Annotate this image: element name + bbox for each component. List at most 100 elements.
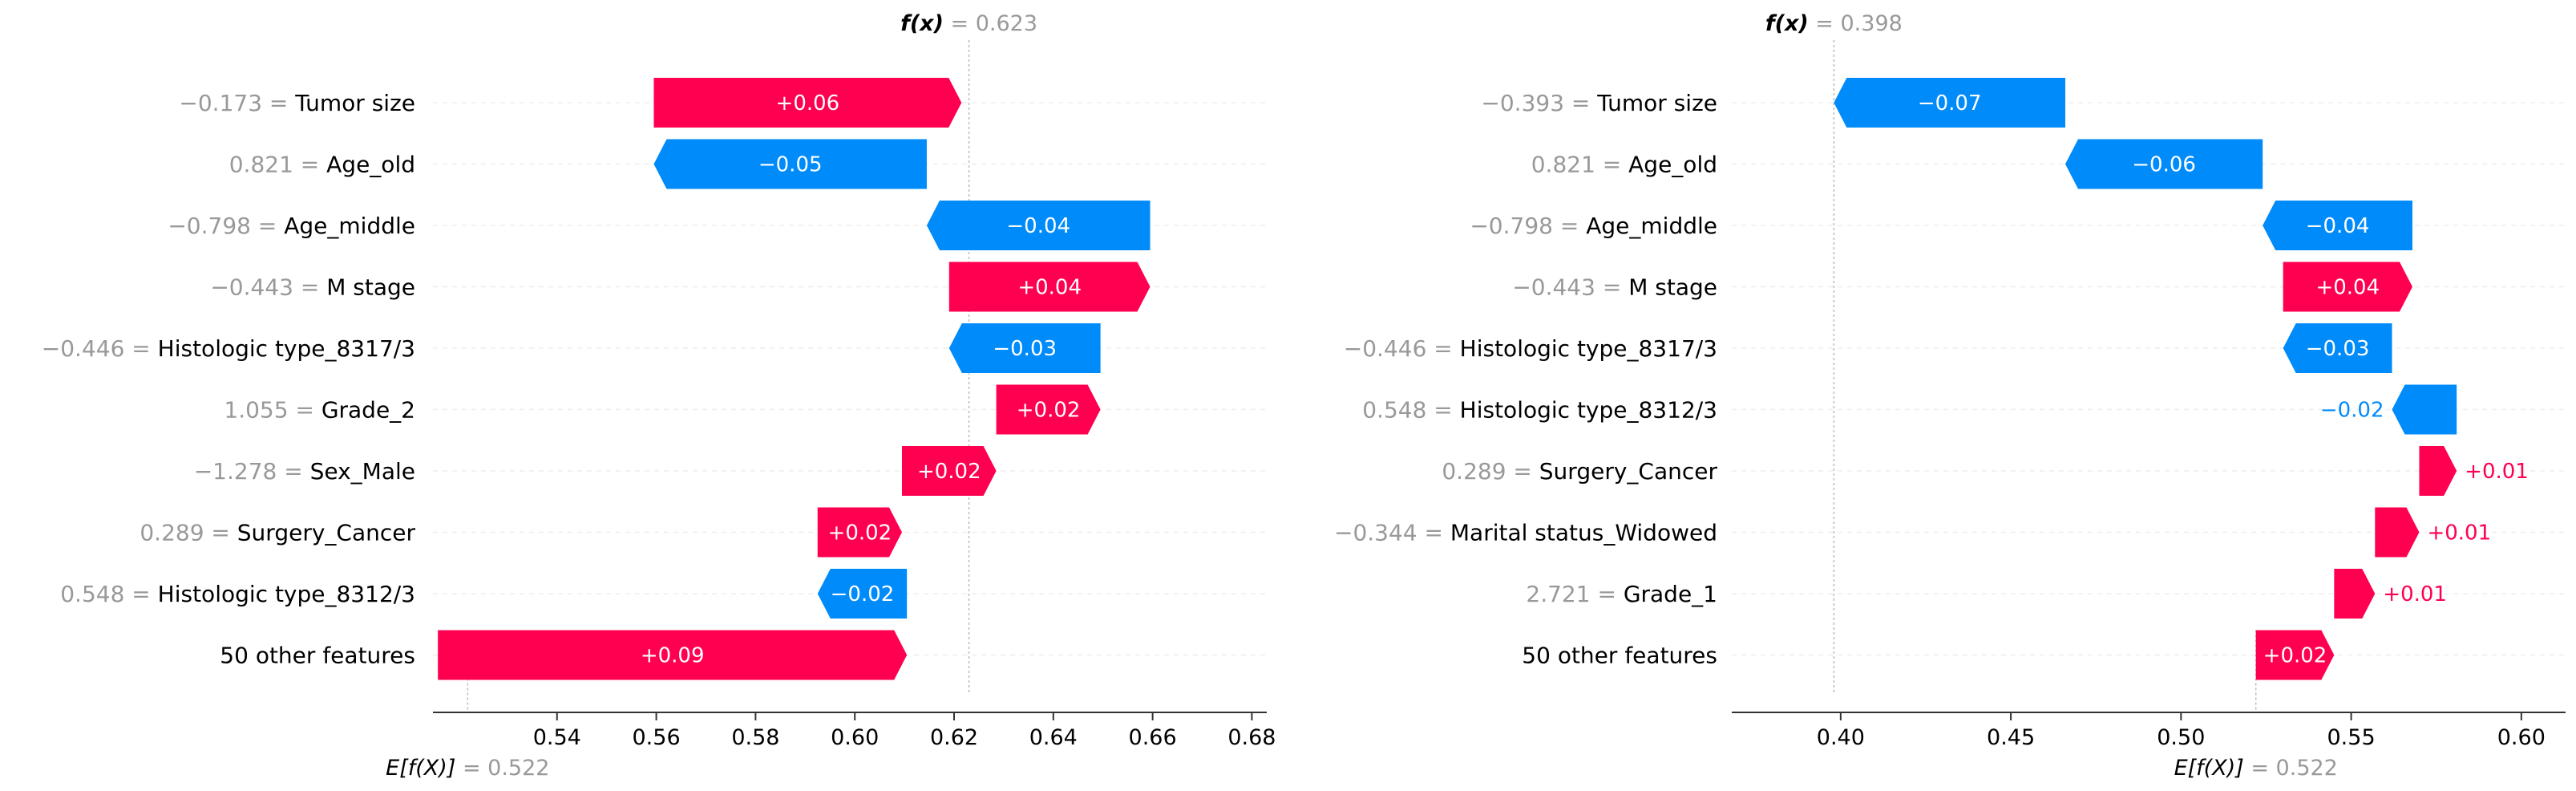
bar-positive [2283, 262, 2412, 312]
feature-name: Age_old [326, 152, 415, 178]
bar-negative [2263, 201, 2412, 250]
feature-value: 0.289 = [1442, 458, 1539, 485]
x-tick-label: 0.60 [831, 725, 879, 750]
bar-value-label: +0.02 [2263, 644, 2327, 668]
bar-value-label: +0.04 [1017, 276, 1082, 300]
feature-label: 50 other features [220, 643, 415, 669]
feature-label: −0.344 = Marital status_Widowed [1334, 520, 1717, 546]
feature-label: 0.821 = Age_old [1531, 152, 1717, 178]
feature-name: Surgery_Cancer [237, 520, 416, 546]
feature-label: −0.393 = Tumor size [1481, 90, 1717, 116]
feature-label: −1.278 = Sex_Male [194, 458, 415, 485]
feature-value: −0.798 = [168, 213, 284, 239]
feature-value: −0.173 = [179, 90, 295, 116]
feature-name: 50 other features [220, 643, 415, 669]
bar-negative [653, 139, 927, 189]
x-tick-label: 0.60 [2497, 725, 2546, 750]
bar-value-label: +0.04 [2315, 276, 2380, 300]
bar-value-label: +0.02 [1017, 399, 1081, 423]
bar-positive [2375, 507, 2420, 558]
feature-value: −0.446 = [1344, 335, 1460, 362]
feature-name: Tumor size [1596, 90, 1717, 116]
feature-label: −0.798 = Age_middle [168, 213, 415, 239]
feature-name: Histologic type_8317/3 [1460, 335, 1717, 362]
bar-value-label: −0.05 [758, 153, 823, 177]
bar-positive [817, 507, 902, 558]
bar-value-label: −0.02 [831, 582, 895, 606]
bar-positive [2419, 446, 2457, 496]
feature-label: 0.548 = Histologic type_8312/3 [60, 581, 415, 607]
base-value-label: E[f(X)] = 0.522 [386, 756, 549, 781]
x-tick-label: 0.62 [930, 725, 978, 750]
bar-value-label: −0.03 [2306, 337, 2370, 361]
feature-value: 2.721 = [1526, 581, 1623, 607]
feature-label: −0.443 = M stage [1512, 274, 1717, 301]
feature-name: Histologic type_8312/3 [1460, 397, 1717, 424]
feature-name: M stage [326, 274, 415, 301]
feature-label: 50 other features [1522, 643, 1717, 669]
feature-label: 0.821 = Age_old [229, 152, 415, 178]
bar-negative [1834, 78, 2065, 128]
base-value-label: E[f(X)] = 0.522 [2174, 756, 2338, 781]
feature-value: −0.344 = [1334, 520, 1450, 546]
fx-value: = 0.398 [1809, 11, 1903, 36]
feature-label: −0.173 = Tumor size [179, 90, 415, 116]
bar-negative [948, 323, 1101, 373]
feature-label: −0.443 = M stage [210, 274, 415, 301]
feature-name: Histologic type_8317/3 [158, 335, 415, 362]
feature-name: Marital status_Widowed [1450, 520, 1717, 546]
feature-name: Age_middle [1586, 213, 1717, 239]
waterfall-chart-1: f(x) = 0.623 +0.06 −0.173 = Tumor size −0.0… [42, 11, 1276, 781]
bar-value-label: −0.06 [2132, 153, 2196, 177]
bar-value-label: −0.07 [1918, 91, 1982, 116]
feature-name: Tumor size [294, 90, 415, 116]
feature-label: 0.289 = Surgery_Cancer [140, 520, 415, 546]
bar-negative [2065, 139, 2263, 189]
bar-value-label: +0.02 [917, 460, 981, 484]
feature-label: −0.446 = Histologic type_8317/3 [1344, 335, 1717, 362]
feature-name: Age_middle [284, 213, 415, 239]
bar-positive [996, 384, 1101, 435]
feature-value: 0.821 = [1531, 152, 1628, 178]
bar-value-label: −0.03 [993, 337, 1057, 361]
x-tick-label: 0.45 [1987, 725, 2035, 750]
x-tick-label: 0.50 [2157, 725, 2205, 750]
feature-name: Age_old [1628, 152, 1717, 178]
feature-label: 2.721 = Grade_1 [1526, 581, 1717, 607]
feature-name: Histologic type_8312/3 [158, 581, 415, 607]
fx-value: = 0.623 [944, 11, 1037, 36]
x-tick-label: 0.64 [1029, 725, 1078, 750]
fx-symbol: f(x) [900, 11, 944, 36]
feature-value: 0.821 = [229, 152, 326, 178]
feature-name: Surgery_Cancer [1539, 458, 1718, 485]
x-tick-label: 0.40 [1817, 725, 1865, 750]
base-value-number: = 0.522 [2244, 756, 2338, 781]
bar-positive [902, 446, 997, 496]
fx-label: f(x) = 0.398 [1765, 11, 1903, 36]
x-tick-label: 0.66 [1129, 725, 1177, 750]
base-value-symbol: E[f(X)] [386, 756, 455, 781]
feature-name: 50 other features [1522, 643, 1717, 669]
feature-value: −0.443 = [1512, 274, 1628, 301]
bar-value-label: −0.04 [1006, 214, 1070, 238]
feature-label: −0.446 = Histologic type_8317/3 [42, 335, 415, 362]
bar-positive [948, 262, 1151, 312]
feature-value: −1.278 = [194, 458, 310, 485]
feature-value: −0.798 = [1470, 213, 1586, 239]
feature-value: 0.548 = [1362, 397, 1459, 424]
bar-positive [2334, 569, 2376, 619]
feature-label: 1.055 = Grade_2 [224, 397, 415, 424]
x-tick-label: 0.55 [2327, 725, 2376, 750]
waterfall-chart-2: f(x) = 0.398 −0.07 −0.393 = Tumor size −0.0… [1334, 11, 2566, 781]
x-tick-label: 0.54 [533, 725, 581, 750]
bar-negative [817, 569, 908, 619]
feature-name: Grade_2 [321, 397, 415, 424]
bar-positive [438, 630, 908, 680]
bar-value-label: +0.01 [2427, 521, 2491, 546]
feature-name: Sex_Male [310, 458, 415, 485]
fx-label: f(x) = 0.623 [900, 11, 1037, 36]
bar-value-label: +0.09 [641, 644, 705, 668]
bar-value-label: +0.01 [2383, 582, 2447, 606]
